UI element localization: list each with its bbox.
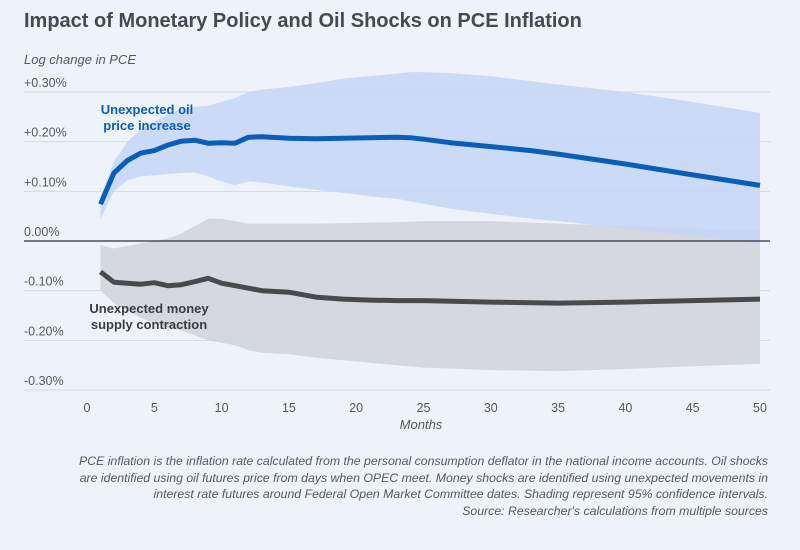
x-tick-labels: 0 5 10 15 20 25 30 35 40 45 50 [84,401,767,415]
confidence-bands [100,72,760,372]
confidence-band-series-1 [100,218,760,372]
caption-line: are identified using oil futures price f… [79,470,768,485]
y-tick-label: 0.00% [24,225,59,239]
series-line-1 [98,269,761,306]
x-tick-label: 20 [349,401,363,415]
chart-title: Impact of Monetary Policy and Oil Shocks… [24,10,582,32]
y-tick-label: -0.10% [24,275,64,289]
y-tick-label: -0.30% [24,374,64,388]
y-tick-label: +0.10% [24,175,67,189]
series-annotation: Unexpected money [89,301,209,316]
x-tick-label: 50 [753,401,767,415]
x-tick-label: 25 [417,401,431,415]
confidence-band-series-0 [100,72,760,244]
y-tick-labels: +0.30% +0.20% +0.10% 0.00% -0.10% -0.20% -0.30… [24,76,67,388]
chart: +0.30% +0.20% +0.10% 0.00% -0.10% -0.20% -0.30… [24,52,770,432]
x-tick-label: 40 [618,401,632,415]
series-line-0 [98,134,761,206]
y-tick-label: +0.20% [24,126,67,140]
series-annotation: supply contraction [91,317,207,332]
y-axis-label: Log change in PCE [24,52,136,67]
series-annotation: Unexpected oil [101,102,193,117]
x-axis-label: Months [400,417,443,432]
series-annotation: price increase [103,118,190,133]
x-tick-label: 30 [484,401,498,415]
x-tick-label: 0 [84,401,91,415]
y-tick-label: -0.20% [24,324,64,338]
caption-line: interest rate futures around Federal Ope… [153,487,769,502]
series-lines [98,134,761,306]
x-tick-label: 5 [151,401,158,415]
x-tick-label: 15 [282,401,296,415]
caption-line: PCE inflation is the inflation rate calc… [79,454,768,468]
x-tick-label: 35 [551,401,565,415]
x-tick-label: 45 [686,401,700,415]
y-tick-label: +0.30% [24,76,67,90]
chart-caption: PCE inflation is the inflation rate calc… [8,453,768,519]
caption-line: Source: Researcher's calculations from m… [462,503,768,518]
x-tick-label: 10 [215,401,229,415]
